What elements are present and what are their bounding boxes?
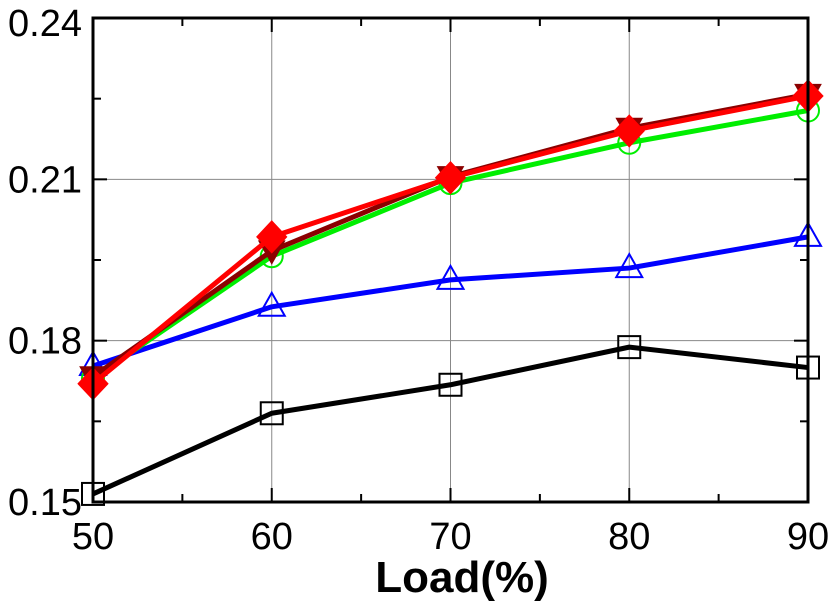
x-axis-label: Load(%) — [375, 553, 549, 602]
grid — [93, 18, 808, 502]
square-marker — [617, 335, 642, 360]
y-tick-label: 0.21 — [8, 159, 82, 201]
diamond-marker — [613, 114, 645, 148]
triangle-marker — [257, 290, 287, 317]
tick-labels: 50 60 70 80 90 0.15 0.18 0.21 0.24 — [8, 3, 829, 558]
x-tick-label: 50 — [72, 516, 114, 558]
x-tick-label: 60 — [251, 516, 293, 558]
series-1 — [78, 220, 823, 376]
diamond-marker — [256, 220, 288, 254]
series-line — [91, 344, 809, 497]
triangle-marker — [435, 263, 466, 290]
x-tick-label: 70 — [429, 516, 471, 558]
y-tick-label: 0.15 — [8, 482, 82, 524]
y-tick-label: 0.18 — [8, 321, 82, 363]
plot-frame — [91, 16, 810, 504]
square-marker — [438, 372, 463, 397]
series-4 — [77, 79, 824, 401]
triangle-marker — [614, 252, 644, 279]
x-tick-label: 80 — [608, 516, 650, 558]
series-line — [92, 234, 809, 369]
y-tick-label: 0.24 — [8, 3, 82, 45]
x-tick-label: 90 — [787, 516, 829, 558]
diamond-marker — [434, 160, 467, 195]
series-layer — [77, 79, 824, 506]
square-marker — [259, 401, 284, 426]
